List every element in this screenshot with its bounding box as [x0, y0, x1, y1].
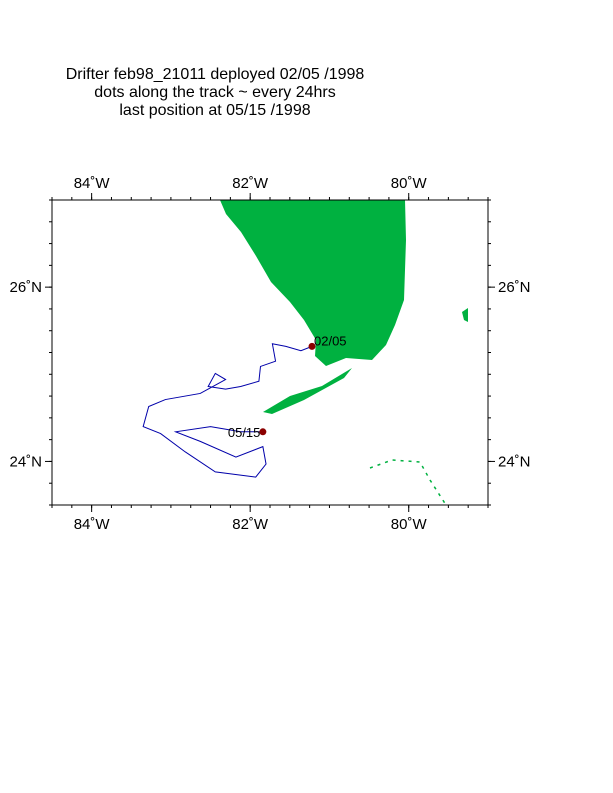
x-tick-label: 84˚W — [74, 516, 111, 533]
florida — [220, 200, 406, 366]
y-tick-label: 26˚N — [9, 279, 42, 296]
y-tick-label: 24˚N — [498, 453, 531, 470]
y-tick-label: 26˚N — [498, 279, 531, 296]
x-tick-label: 80˚W — [391, 175, 428, 192]
land — [220, 200, 468, 506]
title-line: last position at 05/15 /1998 — [119, 102, 310, 119]
x-tick-label: 84˚W — [74, 175, 111, 192]
islets — [462, 308, 468, 322]
cuba-coast — [369, 459, 447, 506]
position-marker — [259, 428, 267, 436]
drifter-track — [142, 343, 313, 478]
x-tick-label: 80˚W — [391, 516, 428, 533]
position-marker — [308, 342, 316, 350]
marker-label: 05/15 — [228, 425, 261, 440]
x-tick-label: 82˚W — [232, 175, 269, 192]
y-tick-label: 24˚N — [9, 453, 42, 470]
title-line: Drifter feb98_21011 deployed 02/05 /1998 — [66, 66, 365, 83]
keys — [263, 368, 352, 414]
x-tick-label: 82˚W — [232, 516, 269, 533]
title-line: dots along the track ~ every 24hrs — [94, 84, 335, 101]
marker-label: 02/05 — [314, 333, 347, 348]
